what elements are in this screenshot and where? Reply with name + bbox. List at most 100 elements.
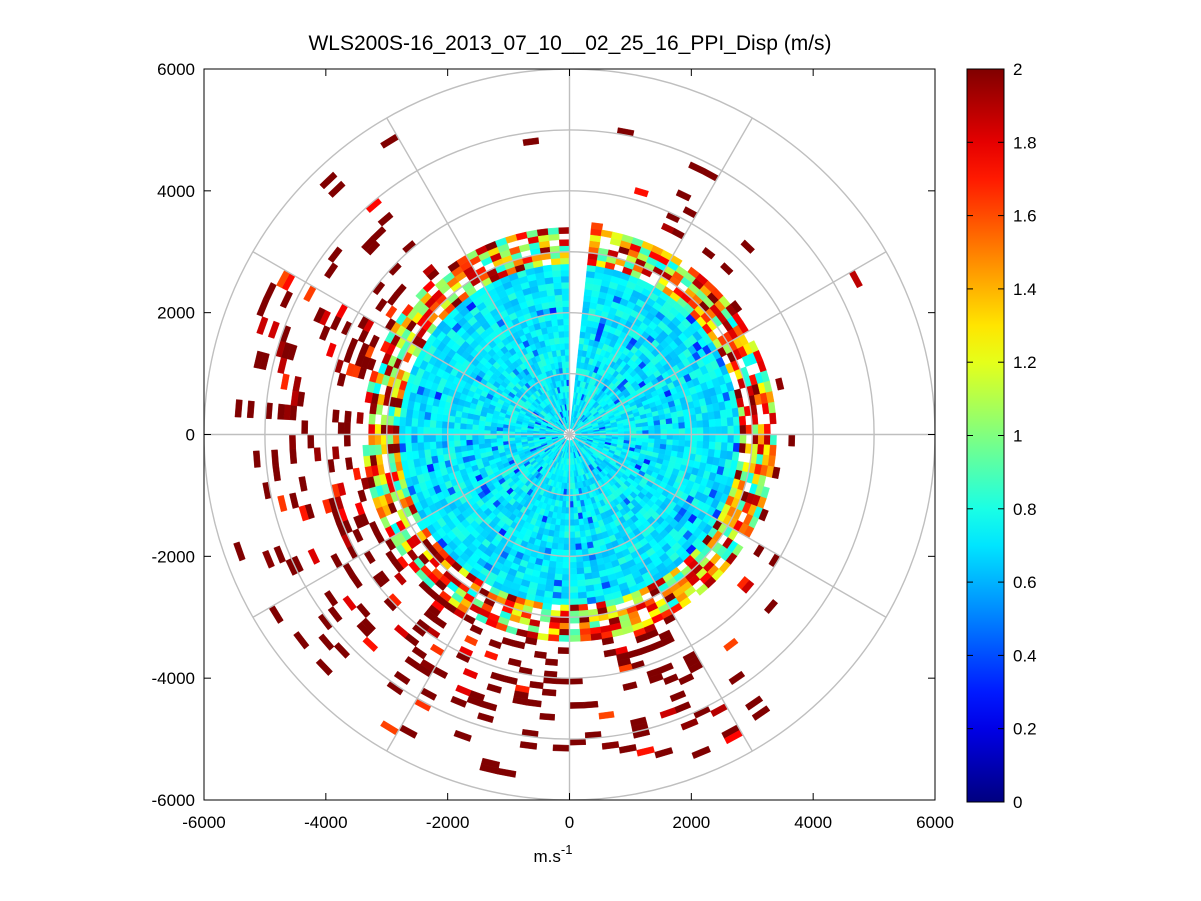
ppi-cell [552,276,562,284]
ppi-cell [569,531,576,539]
ppi-cell [559,343,566,350]
ppi-cell [416,426,424,435]
ppi-cell [465,428,473,435]
ppi-cell [557,543,565,551]
ppi-cell [648,438,655,444]
ppi-cell [562,367,567,375]
ppi-cell [368,413,376,425]
ppi-cell [578,518,585,526]
ppi-cell [569,616,580,624]
ppi-cell [569,610,580,618]
ppi-cell [332,409,340,423]
ppi-cell [574,531,581,539]
ppi-cell [563,324,570,332]
ppi-cell [731,451,740,462]
ppi-cell [763,434,771,446]
ppi-cell [562,300,570,308]
ppi-cell [555,300,564,308]
ppi-cell [332,446,340,460]
ppi-cell [374,424,382,435]
ppi-cell [459,439,467,447]
ppi-cell [709,434,716,443]
ppi-cell [478,443,486,450]
colorbar-tick-label: 0.2 [1013,720,1037,739]
ppi-cell [252,450,261,468]
ppi-cell [715,434,723,443]
x-axis-label: m.s-1 [534,842,573,866]
ppi-cell [471,434,479,440]
ppi-cell [690,434,698,442]
ppi-cell [405,442,413,452]
ppi-cell [739,425,747,435]
ppi-cell [690,427,698,435]
ppi-cell [363,455,372,468]
ppi-cell [546,572,556,581]
ppi-cell [675,189,692,202]
ppi-cell [435,427,443,435]
ppi-cell [246,400,255,419]
ppi-cell [459,434,467,441]
ppi-cell [423,418,431,428]
ppi-cell [633,187,649,198]
colorbar-tick-label: 0.4 [1013,646,1037,665]
ppi-cell [740,239,755,254]
ppi-cell [569,628,581,636]
ppi-cell [559,251,570,259]
ppi-cell [653,419,661,426]
ppi-cell [672,422,680,430]
ppi-cell [472,443,480,450]
ppi-cell [484,442,492,449]
ppi-cell [560,604,570,612]
colorbar-tick-label: 0.6 [1013,573,1037,592]
ppi-cell [769,412,777,425]
ppi-cell [552,325,559,333]
ppi-cell [574,537,582,545]
ppi-cell [459,422,467,430]
ppi-cell [547,227,560,235]
ppi-cell [727,425,735,435]
ppi-cell [453,439,461,447]
ppi-cell [696,434,704,442]
ppi-cell [560,586,570,594]
ppi-cell [545,658,558,666]
ppi-cell [577,597,588,606]
ppi-cell [416,434,424,443]
colorbar-tick-label: 1.6 [1013,207,1037,226]
ppi-cell [569,574,578,581]
ppi-cell [553,573,563,581]
ppi-cell [562,306,570,314]
ppi-cell [569,525,575,533]
ppi-cell [757,434,765,445]
ppi-cell [560,269,570,277]
ppi-cell [561,281,570,289]
ppi-cell [417,441,425,451]
ppi-cell [563,531,570,539]
ppi-cell [569,537,576,545]
ppi-cell [583,288,593,297]
ppi-cell [559,622,570,630]
ppi-cell [629,427,637,432]
ppi-cell [696,427,704,435]
ppi-cell [313,447,322,462]
ppi-cell [547,566,556,575]
ppi-cell [578,603,589,612]
ppi-cell [477,429,485,435]
ppi-cell [590,222,604,231]
y-tick-label: 6000 [157,60,195,79]
ppi-cell [547,634,560,642]
ppi-cell [558,330,565,338]
ppi-cell [721,425,729,435]
ppi-cell [392,443,401,454]
ppi-cell [788,434,796,447]
ppi-cell [701,246,716,260]
ppi-cell [374,434,382,445]
ppi-cell [684,427,692,435]
ppi-cell [757,424,765,435]
ppi-cell [623,427,631,432]
ppi-cell [574,543,582,551]
ppi-cell [435,440,443,449]
ppi-cell [647,420,655,427]
ppi-cell [721,434,729,444]
ppi-cell [557,537,565,545]
